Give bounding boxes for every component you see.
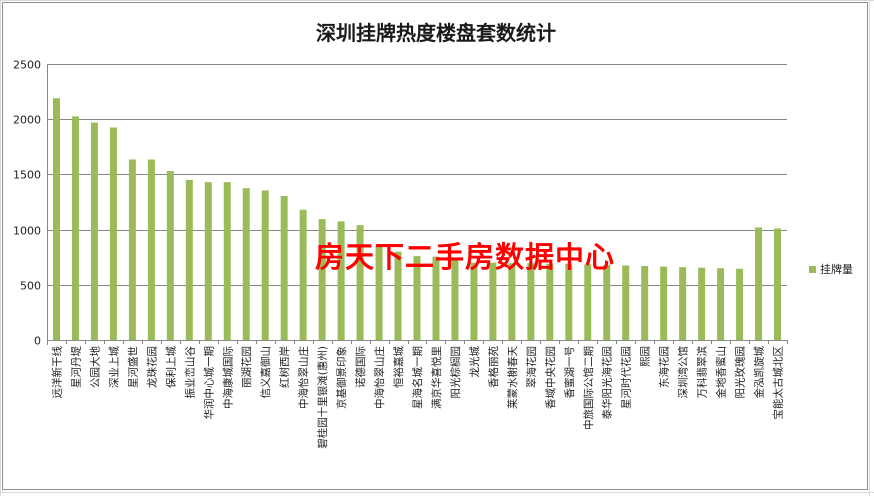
plot-area: 0 500 1000 1500 2000 2500 远洋新干线 星河丹堤 公园大地 深业上城 星河盛… xyxy=(13,59,788,449)
bar xyxy=(603,264,611,340)
bar xyxy=(584,264,592,340)
x-tick-label: 莱蒙水榭春天 xyxy=(506,346,519,409)
bar xyxy=(394,251,402,340)
x-tick-label: 深圳湾公馆 xyxy=(677,346,690,399)
x-tick-label: 远洋新干线 xyxy=(50,346,63,399)
x-tick-label: 龙珠花园 xyxy=(145,346,158,388)
x-tick-label: 星河时代花园 xyxy=(620,346,633,409)
bar xyxy=(223,182,231,340)
x-tick-label: 香格丽苑 xyxy=(487,346,500,388)
x-tick-label: 泰华阳光海花园 xyxy=(601,346,614,420)
x-tick-label: 中海康城国际 xyxy=(221,346,234,409)
x-tick-label: 深业上城 xyxy=(108,346,120,388)
x-tick-label: 阳光玫瑰园 xyxy=(734,346,747,399)
x-tick-label: 星河丹堤 xyxy=(70,346,82,388)
bar xyxy=(641,266,649,340)
x-tick-label: 丽湖花园 xyxy=(240,346,253,388)
x-tick-label: 香域中央花园 xyxy=(544,346,557,409)
bar xyxy=(128,159,136,340)
x-tick-label: 满京华喜悦里 xyxy=(430,346,443,409)
bar xyxy=(318,219,326,340)
x-tick-label: 翠海花园 xyxy=(525,346,538,388)
y-tick-label: 0 xyxy=(34,335,41,348)
x-tick-label: 中海怡翠山庄 xyxy=(297,346,310,409)
x-tick-label: 京基御景印象 xyxy=(335,346,348,409)
x-tick-label: 红树西岸 xyxy=(278,346,291,388)
bar xyxy=(660,266,668,340)
bar xyxy=(71,116,79,340)
bar xyxy=(679,267,687,340)
x-tick-label: 中旅国际公馆二期 xyxy=(582,346,595,430)
x-tick-label: 华润中心城一期 xyxy=(202,346,215,420)
bar xyxy=(736,268,744,340)
x-tick-label: 公园大地 xyxy=(88,346,101,388)
y-tick-label: 1500 xyxy=(13,169,41,182)
x-tick-label: 龙光城 xyxy=(468,346,481,378)
bar xyxy=(280,195,288,340)
x-tick-label: 星河盛世 xyxy=(126,346,139,388)
y-tick-label: 2000 xyxy=(13,114,41,127)
x-tick-label: 恒裕嘉城 xyxy=(392,346,405,388)
bar xyxy=(166,171,174,340)
x-tick-label: 宝能太古城北区 xyxy=(772,346,785,420)
watermark-text: 房天下二手房数据中心 xyxy=(315,240,616,274)
bar xyxy=(242,188,250,340)
x-tick-label: 信义嘉御山 xyxy=(259,346,272,399)
bar xyxy=(413,256,421,340)
bar xyxy=(470,262,478,340)
bar xyxy=(337,221,345,340)
bar xyxy=(204,182,212,340)
legend-swatch xyxy=(809,265,816,273)
bar xyxy=(90,122,98,341)
x-tick-label: 星海名城一期 xyxy=(411,346,424,409)
bar xyxy=(185,179,193,340)
bar xyxy=(546,263,554,340)
bar xyxy=(508,263,516,340)
bar xyxy=(261,190,269,340)
y-tick-label: 500 xyxy=(20,280,41,293)
y-tick-label: 2500 xyxy=(13,59,41,72)
bar xyxy=(451,257,459,340)
bar xyxy=(527,263,535,340)
x-tick-label: 振业峦山谷 xyxy=(183,346,196,399)
chart-area[interactable]: 深圳挂牌热度楼盘套数统计 0 500 1000 1500 2000 2500 远洋新干线 星河… xyxy=(2,2,868,490)
bar xyxy=(622,265,630,340)
bar xyxy=(565,263,573,340)
bar xyxy=(356,225,364,340)
bar xyxy=(432,256,440,340)
bar xyxy=(698,267,706,340)
bar xyxy=(717,268,725,340)
x-tick-label: 中海怡翠山庄 xyxy=(373,346,386,409)
bar xyxy=(774,228,782,340)
x-tick-label: 熙园 xyxy=(640,346,652,367)
x-tick-label: 金地香蜜山 xyxy=(715,346,728,399)
x-tick-label: 金泓凯旋城 xyxy=(753,346,766,399)
legend-label: 挂牌量 xyxy=(820,263,853,276)
x-tick-label: 阳光棕榈园 xyxy=(449,346,462,399)
legend: 挂牌量 xyxy=(809,261,853,277)
x-tick-label: 香蜜湖一号 xyxy=(563,346,576,399)
bar xyxy=(109,127,117,340)
x-tick-label: 诺德国际 xyxy=(354,346,367,388)
x-tick-label: 东海花园 xyxy=(658,346,671,388)
x-tick-label: 保利上城 xyxy=(164,346,177,388)
bar xyxy=(375,245,383,340)
bar xyxy=(299,209,307,340)
bar xyxy=(755,227,763,340)
bar xyxy=(489,262,497,340)
x-tick-label: 碧桂园十里银滩(惠州) xyxy=(316,346,329,449)
chart-title: 深圳挂牌热度楼盘套数统计 xyxy=(316,21,556,45)
bar xyxy=(147,159,155,340)
y-tick-label: 1000 xyxy=(13,225,41,238)
x-tick-label: 万科翡翠滨 xyxy=(696,346,709,399)
bar xyxy=(52,98,60,340)
